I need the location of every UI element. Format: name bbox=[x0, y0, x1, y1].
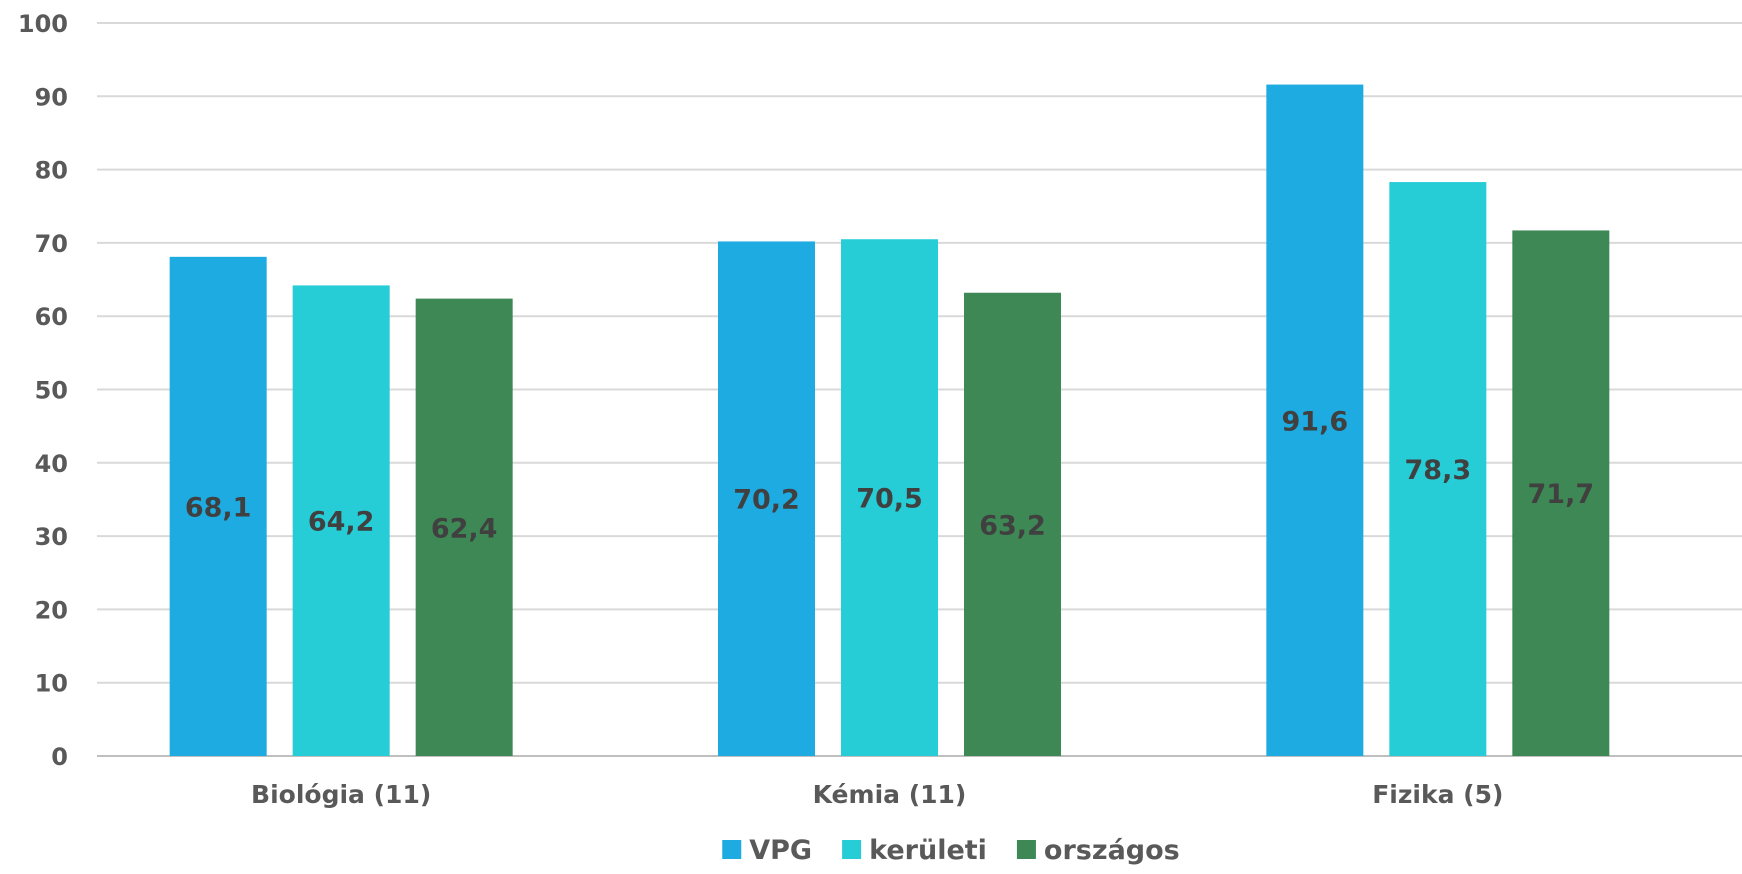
bar-VPG-1 bbox=[718, 241, 815, 756]
data-label: 62,4 bbox=[431, 513, 498, 544]
category-label: Biológia (11) bbox=[251, 780, 431, 809]
y-tick-label: 50 bbox=[35, 377, 68, 405]
data-label: 68,1 bbox=[185, 492, 252, 523]
bars bbox=[169, 84, 1610, 757]
y-tick-label: 40 bbox=[35, 450, 68, 478]
y-tick-label: 80 bbox=[35, 157, 68, 185]
legend-swatch bbox=[842, 840, 862, 859]
legend-item: országos bbox=[1016, 835, 1180, 866]
legend-label: VPG bbox=[749, 835, 812, 866]
data-label: 63,2 bbox=[979, 510, 1046, 541]
legend-item: kerületi bbox=[842, 835, 987, 866]
bar-kerületi-1 bbox=[841, 239, 938, 757]
legend-label: országos bbox=[1044, 835, 1180, 866]
data-label: 64,2 bbox=[308, 507, 375, 538]
bar-országos-1 bbox=[964, 292, 1061, 756]
y-tick-label: 20 bbox=[35, 596, 68, 624]
category-label: Fizika (5) bbox=[1372, 780, 1503, 809]
y-tick-label: 0 bbox=[51, 743, 68, 771]
y-tick-label: 10 bbox=[35, 670, 68, 698]
bar-országos-2 bbox=[1512, 230, 1610, 757]
data-label: 78,3 bbox=[1405, 455, 1472, 486]
bar-kerületi-0 bbox=[292, 285, 390, 756]
category-label: Kémia (11) bbox=[813, 780, 967, 809]
x-axis-categories: Biológia (11) Kémia (11) Fizika (5) bbox=[251, 780, 1503, 809]
y-tick-label: 30 bbox=[35, 523, 68, 551]
y-tick-label: 90 bbox=[35, 83, 68, 111]
legend-swatch bbox=[722, 840, 742, 859]
legend-item: VPG bbox=[722, 835, 812, 866]
y-axis-ticks: 0 10 20 30 40 50 60 70 80 90 100 bbox=[18, 10, 68, 771]
y-tick-label: 70 bbox=[35, 230, 68, 258]
data-labels: 68,1 64,2 62,4 70,2 70,5 63,2 91,6 78,3 71,7 bbox=[185, 406, 1594, 544]
data-label: 70,5 bbox=[856, 484, 923, 515]
bar-VPG-2 bbox=[1266, 84, 1364, 756]
data-label: 70,2 bbox=[733, 485, 800, 516]
bar-országos-0 bbox=[415, 298, 513, 756]
y-tick-label: 60 bbox=[35, 303, 68, 331]
legend-label: kerületi bbox=[869, 835, 987, 866]
y-tick-label: 100 bbox=[18, 10, 68, 38]
legend-swatch bbox=[1016, 840, 1036, 859]
data-label: 91,6 bbox=[1282, 406, 1349, 437]
data-label: 71,7 bbox=[1528, 479, 1595, 510]
legend: VPG kerületi országos bbox=[722, 835, 1180, 866]
bar-VPG-0 bbox=[169, 256, 267, 756]
bar-kerületi-2 bbox=[1389, 182, 1487, 756]
